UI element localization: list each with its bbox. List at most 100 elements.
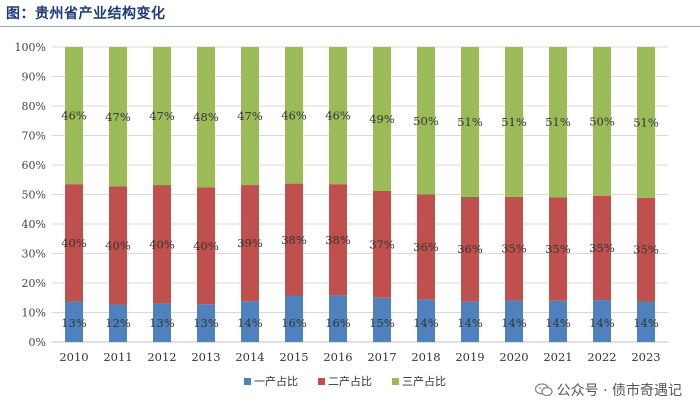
grid-lines (52, 46, 668, 343)
data-label: 14% (589, 316, 615, 330)
bar-三产占比-2019 (461, 47, 479, 197)
bar-一产占比-2023 (637, 300, 655, 342)
x-tick-label: 2010 (59, 350, 88, 364)
bar-二产占比-2012 (153, 185, 171, 304)
watermark-text: 公众号 · 债市奇遇记 (556, 383, 682, 399)
title-divider (0, 26, 700, 27)
bar-一产占比-2013 (197, 304, 215, 342)
legend-label: 一产占比 (254, 374, 298, 388)
data-label: 14% (545, 316, 571, 330)
bar-三产占比-2021 (549, 47, 567, 198)
bar-三产占比-2013 (197, 47, 215, 188)
y-axis: 0% 10% 20% 30% 40% 50% 60% 70% 80% 90% 100% (15, 41, 668, 349)
data-label: 14% (413, 316, 439, 330)
data-label: 35% (545, 242, 571, 256)
legend-swatch (244, 378, 251, 385)
data-label: 15% (369, 316, 395, 330)
data-label: 50% (589, 114, 615, 128)
legend-swatch (318, 378, 325, 385)
data-label: 50% (413, 114, 439, 128)
x-tick-label: 2015 (279, 350, 308, 364)
data-label: 40% (105, 239, 131, 253)
x-tick-label: 2022 (587, 350, 616, 364)
data-label: 47% (237, 109, 263, 123)
bar-三产占比-2018 (417, 47, 435, 195)
legend-swatch (392, 378, 399, 385)
y-tick-label: 30% (22, 248, 46, 261)
x-tick-label: 2018 (411, 350, 440, 364)
bar-二产占比-2020 (505, 196, 523, 301)
data-label: 36% (413, 240, 439, 254)
y-tick-label: 50% (22, 189, 46, 202)
y-tick-label: 20% (22, 277, 46, 290)
data-label: 35% (633, 242, 659, 256)
data-label: 40% (149, 237, 175, 251)
bar-三产占比-2022 (593, 47, 611, 196)
data-label: 38% (325, 233, 351, 247)
data-label: 35% (501, 242, 527, 256)
bar-二产占比-2013 (197, 187, 215, 305)
bar-二产占比-2023 (637, 197, 655, 301)
bar-二产占比-2022 (593, 195, 611, 301)
data-labels: 13% 40% 46% 12% 40% 47% 13% 40% 47% 13% 40% 48% 14% 3… (61, 108, 659, 330)
legend-label: 三产占比 (402, 374, 446, 388)
bar-一产占比-2021 (549, 300, 567, 342)
data-label: 40% (61, 236, 87, 250)
data-label: 51% (545, 115, 571, 129)
data-label: 47% (149, 109, 175, 123)
data-label: 47% (105, 110, 131, 124)
data-label: 35% (589, 241, 615, 255)
wechat-icon (534, 383, 553, 397)
bar-一产占比-2019 (461, 301, 479, 342)
x-tick-label: 2020 (499, 350, 528, 364)
data-label: 13% (193, 316, 219, 330)
bar-三产占比-2010 (65, 47, 83, 185)
bar-一产占比-2022 (593, 300, 611, 342)
bar-三产占比-2023 (637, 47, 655, 198)
bar-一产占比-2020 (505, 300, 523, 342)
data-label: 51% (501, 115, 527, 129)
data-label: 14% (633, 316, 659, 330)
bar-一产占比-2017 (373, 297, 391, 342)
bars (65, 47, 655, 342)
bar-二产占比-2016 (329, 184, 347, 296)
bar-三产占比-2016 (329, 47, 347, 185)
x-tick-label: 2019 (455, 350, 484, 364)
bar-二产占比-2018 (417, 194, 435, 300)
data-label: 37% (369, 237, 395, 251)
bar-三产占比-2011 (109, 47, 127, 187)
bar-三产占比-2017 (373, 47, 391, 191)
data-label: 46% (281, 108, 307, 122)
bar-一产占比-2011 (109, 304, 127, 342)
x-tick-label: 2017 (367, 350, 396, 364)
bar-一产占比-2014 (241, 301, 259, 342)
data-label: 46% (325, 109, 351, 123)
x-tick-label: 2013 (191, 350, 220, 364)
data-label: 16% (281, 316, 307, 330)
bar-一产占比-2016 (329, 295, 347, 342)
data-label: 14% (237, 316, 263, 330)
bar-三产占比-2014 (241, 47, 259, 186)
y-tick-label: 90% (22, 71, 46, 84)
data-label: 16% (325, 316, 351, 330)
x-tick-label: 2012 (147, 350, 176, 364)
bar-一产占比-2018 (417, 299, 435, 342)
bar-二产占比-2015 (285, 183, 303, 296)
data-label: 39% (237, 236, 263, 250)
y-tick-label: 70% (22, 130, 46, 143)
data-label: 40% (193, 239, 219, 253)
watermark: 公众号 · 债市奇遇记 (534, 380, 682, 400)
title-bar: 图：贵州省产业结构变化 (0, 0, 700, 26)
x-tick-label: 2016 (323, 350, 352, 364)
bar-二产占比-2021 (549, 197, 567, 301)
data-label: 12% (105, 316, 131, 330)
bar-三产占比-2012 (153, 47, 171, 186)
x-tick-label: 2021 (543, 350, 572, 364)
legend: 一产占比 二产占比 三产占比 (244, 374, 446, 388)
bar-二产占比-2011 (109, 186, 127, 305)
y-tick-label: 80% (22, 100, 46, 113)
bar-二产占比-2014 (241, 185, 259, 302)
data-label: 38% (281, 233, 307, 247)
data-label: 14% (457, 316, 483, 330)
